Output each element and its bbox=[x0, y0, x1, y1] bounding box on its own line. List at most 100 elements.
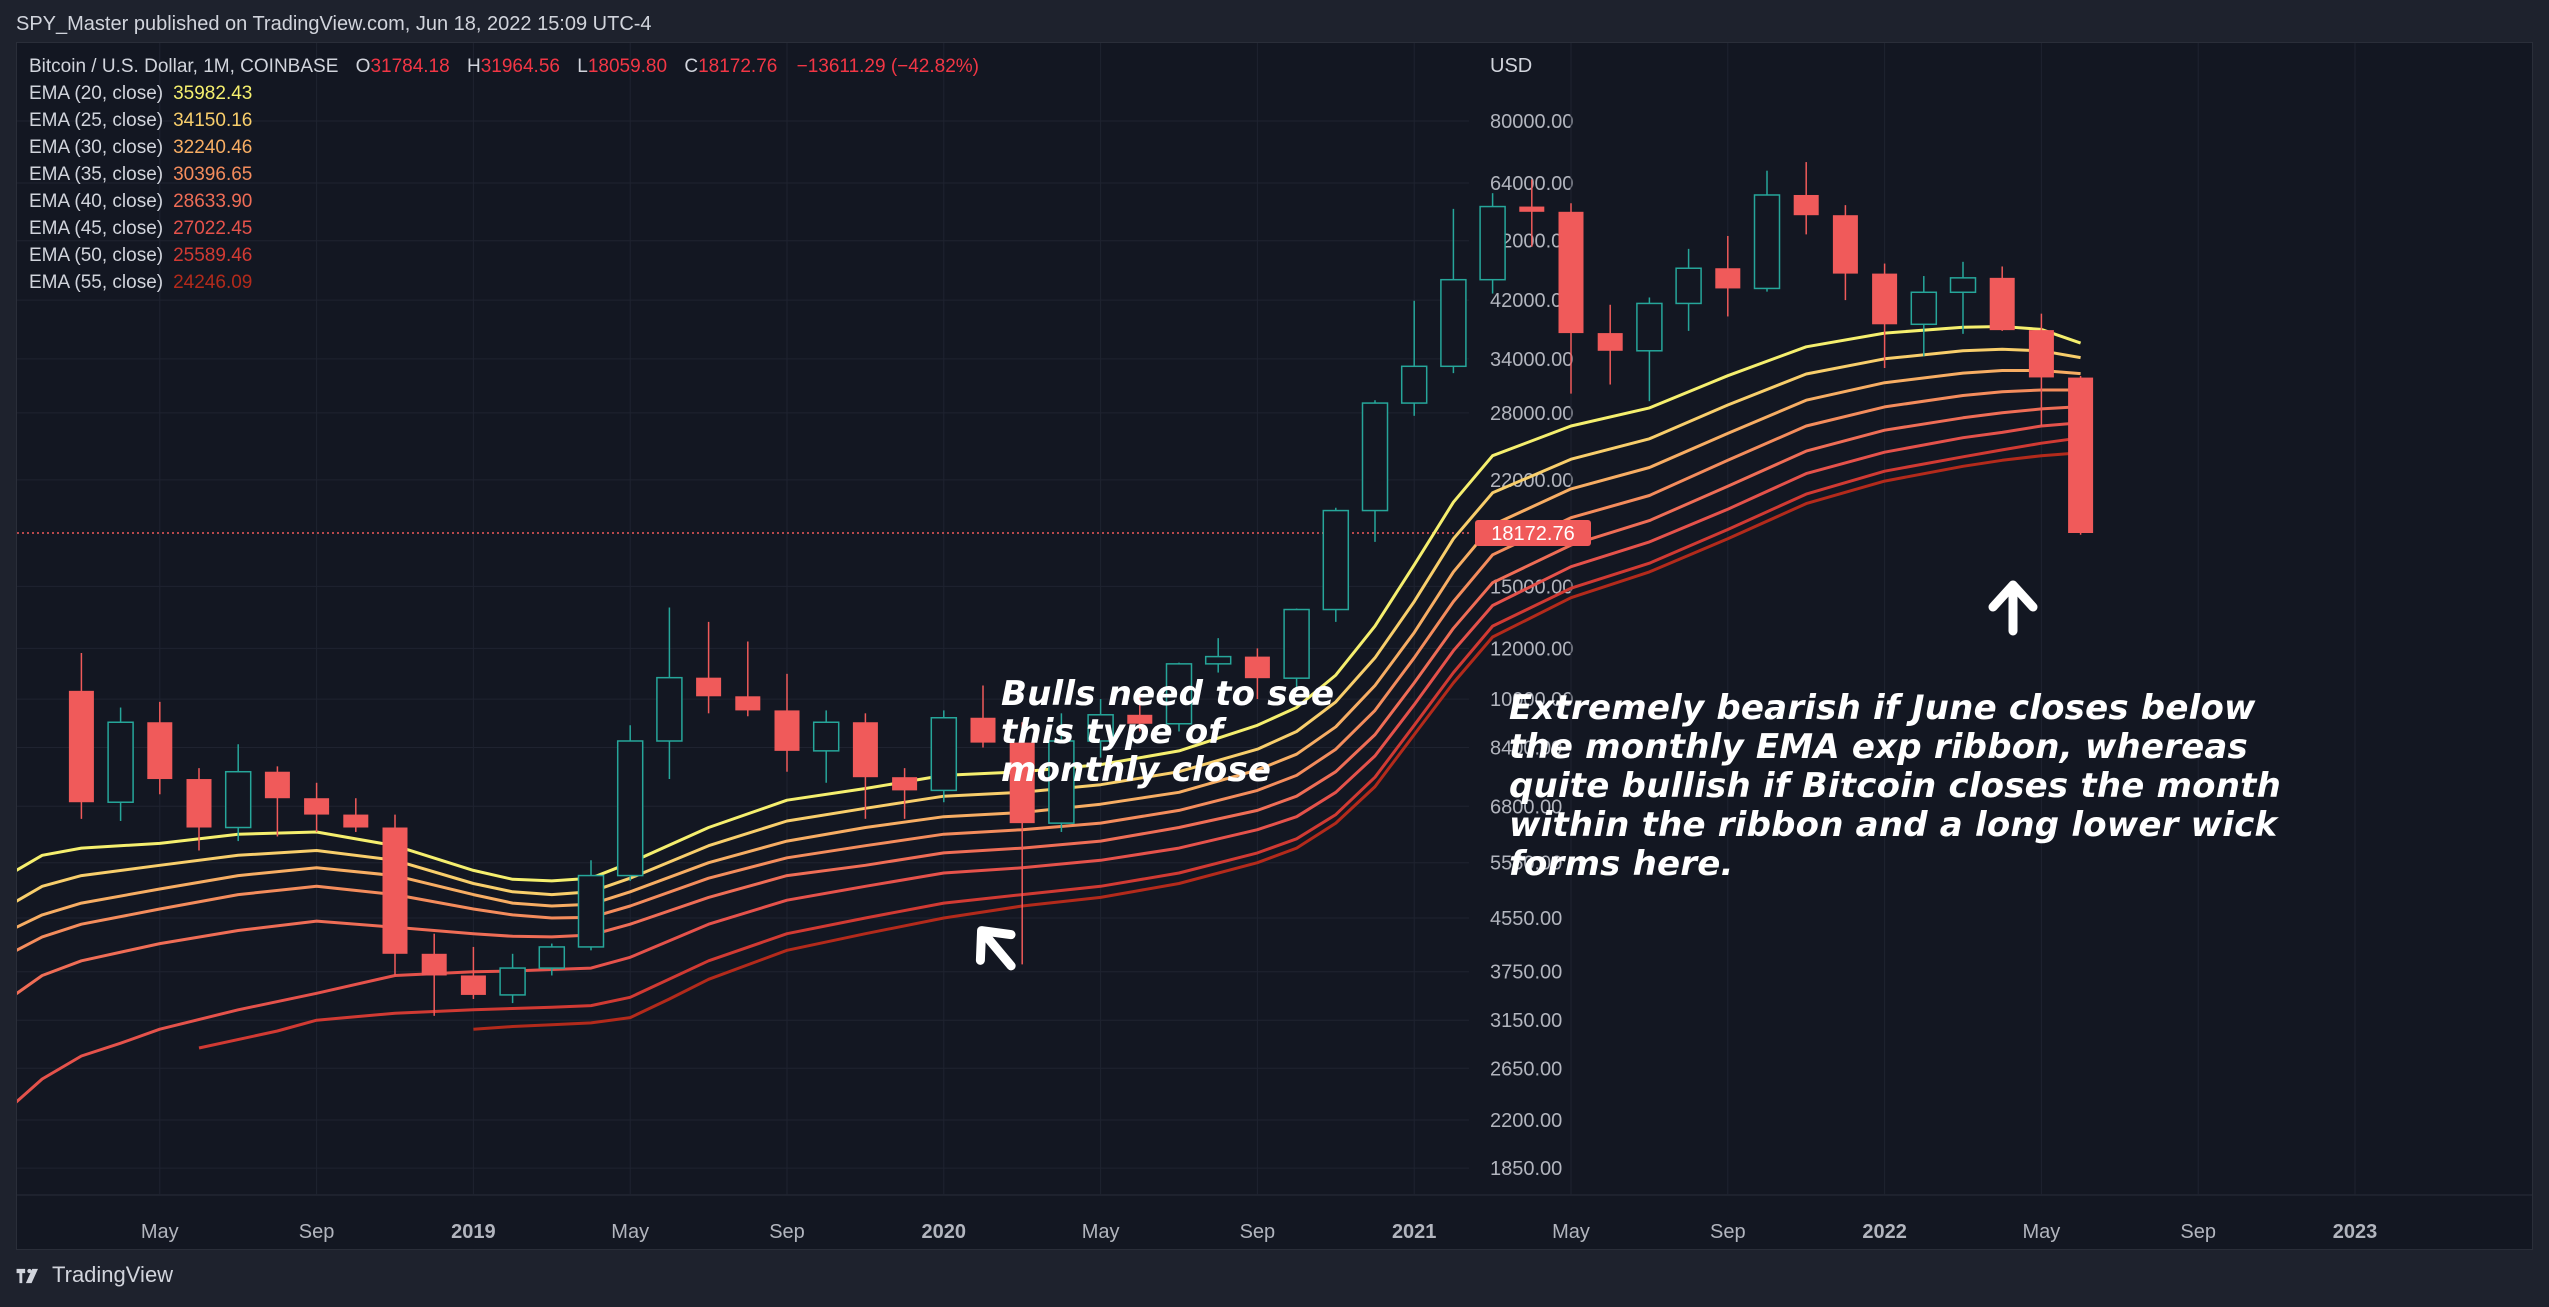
ema-label: EMA (45, close) bbox=[29, 218, 164, 239]
ema-50-row[interactable]: EMA (50, close) 25589.46 bbox=[29, 242, 979, 269]
candle-body[interactable] bbox=[1558, 211, 1584, 334]
bearish-annotation: Extremely bearish if June closes below t… bbox=[1509, 688, 2281, 884]
candle-body[interactable] bbox=[1087, 714, 1114, 742]
y-tick-label: 1850.00 bbox=[1490, 1158, 1562, 1180]
ema-45-row[interactable]: EMA (45, close) 27022.45 bbox=[29, 215, 979, 242]
ema-30-row[interactable]: EMA (30, close) 32240.46 bbox=[29, 134, 979, 161]
ema-line bbox=[17, 347, 2081, 903]
y-tick-label: 8400.00 bbox=[1490, 738, 1562, 760]
arrow-up-left-icon-shape bbox=[975, 926, 1016, 971]
ema-value: 35982.43 bbox=[173, 83, 253, 104]
candle-body[interactable] bbox=[538, 946, 566, 969]
ema-value: 28633.90 bbox=[173, 191, 253, 212]
y-tick-label: 4550.00 bbox=[1490, 908, 1562, 930]
ema-55-row[interactable]: EMA (55, close) 24246.09 bbox=[29, 269, 979, 296]
ema-label: EMA (55, close) bbox=[29, 272, 164, 293]
open-key: O bbox=[355, 56, 371, 77]
candle-body[interactable] bbox=[892, 777, 918, 791]
ema-label: EMA (35, close) bbox=[29, 164, 164, 185]
close-key: C bbox=[684, 56, 699, 77]
publish-header: SPY_Master published on TradingView.com,… bbox=[0, 0, 2549, 42]
candle-body[interactable] bbox=[1479, 205, 1506, 281]
candle-body[interactable] bbox=[68, 690, 94, 803]
x-tick-label: Sep bbox=[299, 1221, 335, 1243]
x-tick-label: May bbox=[1552, 1221, 1590, 1243]
candle-body[interactable] bbox=[147, 722, 173, 780]
candle-body[interactable] bbox=[499, 967, 526, 996]
candle-body[interactable] bbox=[304, 798, 330, 815]
last-price-badge[interactable] bbox=[1475, 519, 1591, 546]
x-tick-label: 2020 bbox=[922, 1221, 967, 1243]
chart-pane[interactable]: 80000.00 64000.00 52000.00 42000.00 34000.00… bbox=[16, 42, 2533, 1250]
x-tick-label: May bbox=[141, 1221, 179, 1243]
candle-body[interactable] bbox=[2068, 377, 2094, 533]
candle-body[interactable] bbox=[852, 722, 878, 778]
candle-body[interactable] bbox=[577, 874, 605, 948]
candle-body[interactable] bbox=[1949, 277, 1977, 294]
candle-body[interactable] bbox=[224, 770, 252, 829]
candle-body[interactable] bbox=[186, 779, 212, 828]
candle-body[interactable] bbox=[735, 696, 761, 711]
y-tick-label: 2200.00 bbox=[1490, 1110, 1562, 1132]
y-tick-label: 10000.00 bbox=[1490, 689, 1573, 711]
candle-body[interactable] bbox=[774, 710, 800, 751]
candle-body[interactable] bbox=[696, 677, 722, 697]
candle-body[interactable] bbox=[1127, 714, 1153, 724]
price-axis-panel[interactable] bbox=[1469, 43, 2533, 1250]
candle-body[interactable] bbox=[656, 676, 683, 742]
candle-body[interactable] bbox=[1244, 656, 1270, 679]
candle-body[interactable] bbox=[1400, 365, 1428, 404]
candle-body[interactable] bbox=[460, 975, 486, 995]
x-tick-label: May bbox=[1082, 1221, 1120, 1243]
candle-body[interactable] bbox=[264, 771, 290, 799]
y-axis-unit: USD bbox=[1490, 55, 1532, 77]
candle-body[interactable] bbox=[1519, 206, 1545, 212]
candle-body[interactable] bbox=[382, 827, 408, 954]
candle-body[interactable] bbox=[1440, 278, 1467, 368]
candle-body[interactable] bbox=[1597, 333, 1623, 351]
low-key: L bbox=[577, 56, 588, 77]
y-tick-label: 34000.00 bbox=[1490, 349, 1573, 371]
candle-body[interactable] bbox=[1322, 509, 1350, 611]
candle-body[interactable] bbox=[2028, 330, 2054, 378]
ema-40-row[interactable]: EMA (40, close) 28633.90 bbox=[29, 188, 979, 215]
symbol-label[interactable]: Bitcoin / U.S. Dollar, 1M, COINBASE bbox=[29, 56, 339, 77]
candle-body[interactable] bbox=[930, 716, 958, 792]
ema-label: EMA (30, close) bbox=[29, 137, 164, 158]
ema-20-row[interactable]: EMA (20, close) 35982.43 bbox=[29, 80, 979, 107]
candle-body[interactable] bbox=[1283, 608, 1310, 679]
candle-body[interactable] bbox=[1910, 291, 1938, 326]
tradingview-logo-icon[interactable] bbox=[14, 1266, 42, 1286]
candle-body[interactable] bbox=[970, 717, 996, 743]
candle-body[interactable] bbox=[1009, 742, 1035, 824]
candle-body[interactable] bbox=[616, 740, 644, 877]
candle-body[interactable] bbox=[812, 721, 840, 752]
ema-35-row[interactable]: EMA (35, close) 30396.65 bbox=[29, 161, 979, 188]
candle-body[interactable] bbox=[1753, 194, 1781, 290]
candle-body[interactable] bbox=[1675, 267, 1702, 305]
candle-body[interactable] bbox=[1048, 740, 1075, 824]
high-value: 31964.56 bbox=[480, 56, 560, 77]
candle-body[interactable] bbox=[1361, 402, 1389, 512]
price-chart[interactable]: 80000.0064000.0052000.0042000.0034000.00… bbox=[17, 43, 2533, 1250]
tradingview-brand[interactable]: TradingView bbox=[52, 1262, 174, 1287]
candle-body[interactable] bbox=[1636, 302, 1663, 352]
candle-body[interactable] bbox=[1165, 663, 1193, 725]
candle-body[interactable] bbox=[1832, 215, 1858, 274]
candle-body[interactable] bbox=[1989, 277, 2015, 331]
candle-body[interactable] bbox=[1793, 194, 1819, 216]
ema-25-row[interactable]: EMA (25, close) 34150.16 bbox=[29, 107, 979, 134]
ema-line bbox=[17, 325, 2082, 883]
candle-body[interactable] bbox=[343, 814, 369, 828]
ema-line bbox=[17, 388, 2081, 952]
candle-body[interactable] bbox=[1204, 655, 1232, 665]
ema-label: EMA (40, close) bbox=[29, 191, 164, 212]
y-tick-label: 5550.00 bbox=[1490, 853, 1562, 875]
candle-body[interactable] bbox=[1872, 273, 1898, 325]
close-value: 18172.76 bbox=[698, 56, 778, 77]
publish-info: SPY_Master published on TradingView.com,… bbox=[16, 13, 652, 35]
candle-body[interactable] bbox=[1715, 268, 1741, 289]
ema-label: EMA (20, close) bbox=[29, 83, 164, 104]
candle-body[interactable] bbox=[107, 721, 134, 803]
candle-body[interactable] bbox=[421, 953, 447, 976]
